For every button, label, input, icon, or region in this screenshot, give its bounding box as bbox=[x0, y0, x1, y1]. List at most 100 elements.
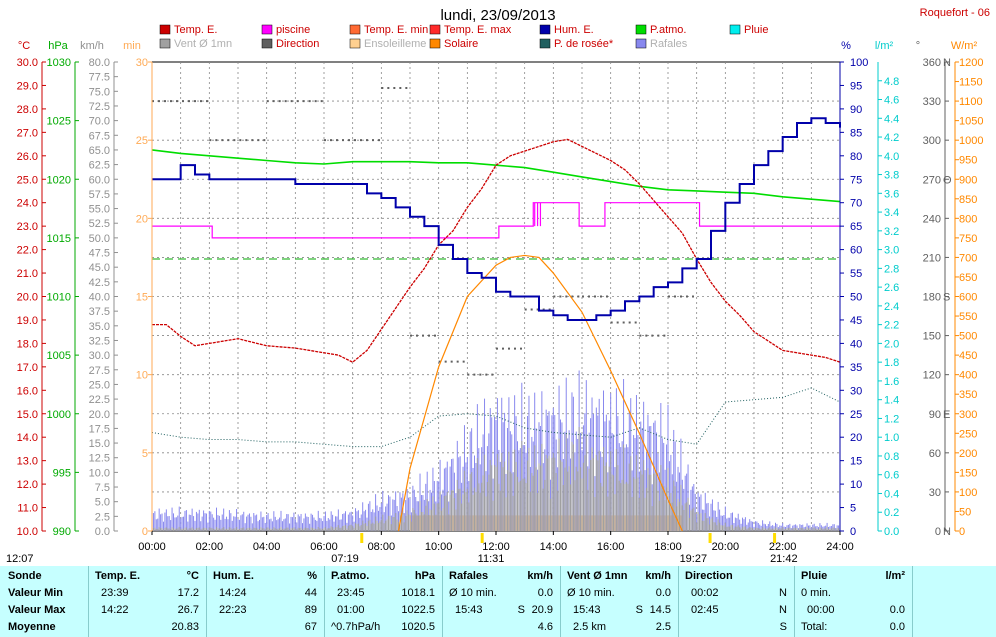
rain-max-time: 00:00 bbox=[807, 604, 835, 616]
rain_lm2-tick-label: 0.6 bbox=[884, 470, 899, 482]
humidity_pct-unit-label: % bbox=[841, 40, 851, 52]
rain_lm2-tick-label: 0.4 bbox=[884, 488, 899, 500]
legend-label: Solaire bbox=[444, 38, 478, 50]
temp_c-tick-label: 17.0 bbox=[17, 362, 38, 374]
legend-label: Temp. E. max bbox=[444, 24, 512, 36]
dir-avg: S bbox=[779, 621, 787, 633]
summary-hum: Hum. E. % 14:24 44 22:23 89 67 bbox=[206, 566, 325, 637]
dir-min: N bbox=[779, 587, 787, 599]
direction-cardinal: S bbox=[943, 292, 950, 304]
humidity_pct-tick-label: 100 bbox=[850, 57, 868, 69]
rain-unit: l/m² bbox=[885, 570, 905, 582]
legend-label: Temp. E. bbox=[174, 24, 217, 36]
wind-avg-label: 2.5 km bbox=[573, 621, 607, 633]
press-min-time: 23:45 bbox=[337, 587, 365, 599]
sun-tick bbox=[360, 533, 364, 543]
x-tick-label: 24:00 bbox=[826, 541, 854, 553]
hum-unit: % bbox=[307, 570, 317, 582]
humidity_pct-tick-label: 40 bbox=[850, 338, 862, 350]
solar_wm2-tick-label: 0 bbox=[959, 526, 965, 538]
pressure_hpa-tick-label: 1025 bbox=[47, 116, 71, 128]
solar_wm2-tick-label: 850 bbox=[959, 194, 977, 206]
rain_lm2-tick-label: 1.4 bbox=[884, 395, 899, 407]
legend-label: piscine bbox=[276, 24, 310, 36]
humidity_pct-tick-label: 0 bbox=[850, 526, 856, 538]
legend-swatch bbox=[429, 38, 441, 49]
wind-series bbox=[151, 426, 840, 531]
summary-rain: Pluie l/m² 0 min. 00:00 0.0 Total: 0.0 bbox=[794, 566, 913, 637]
rain_lm2-tick-label: 4.2 bbox=[884, 132, 899, 144]
hum-max-time: 22:23 bbox=[219, 604, 247, 616]
wind-unit: km/h bbox=[645, 570, 671, 582]
pressure_hpa-unit-label: hPa bbox=[48, 40, 68, 52]
solar_wm2-tick-label: 650 bbox=[959, 272, 977, 284]
summary-spare bbox=[912, 566, 996, 637]
rain-avg: 0.0 bbox=[889, 621, 905, 633]
gust-min: 0.0 bbox=[537, 587, 553, 599]
solar_wm2-tick-label: 350 bbox=[959, 389, 977, 401]
humidity_pct-tick-label: 60 bbox=[850, 245, 862, 257]
x-tick-label: 04:00 bbox=[253, 541, 281, 553]
time-markers: 12:07 07:19 11:31 19:27 21:42 bbox=[6, 533, 798, 565]
dir-min-time: 00:02 bbox=[691, 587, 719, 599]
legend-swatch bbox=[159, 38, 171, 49]
wind-max: 14.5 bbox=[649, 604, 671, 616]
rain_lm2-tick-label: 0.0 bbox=[884, 526, 899, 538]
temp-max: 26.7 bbox=[177, 604, 199, 616]
station-name: Roquefort - 06 bbox=[920, 7, 990, 19]
direction_deg-tick-label: 270 bbox=[923, 174, 941, 186]
wind-max-time: 15:43 bbox=[573, 604, 601, 616]
solar_wm2-tick-label: 700 bbox=[959, 252, 977, 264]
temp_c-tick-label: 16.0 bbox=[17, 385, 38, 397]
pool-temp-line bbox=[152, 202, 840, 239]
rain_lm2-tick-label: 2.6 bbox=[884, 282, 899, 294]
time-marker-sunset: 19:27 bbox=[680, 553, 708, 565]
humidity-line bbox=[152, 117, 841, 321]
humidity_pct-tick-label: 20 bbox=[850, 432, 862, 444]
rain_lm2-tick-label: 0.8 bbox=[884, 451, 899, 463]
wind-title: Vent Ø 1mn bbox=[567, 570, 628, 582]
wind_kmh-tick-label: 50.0 bbox=[89, 233, 110, 245]
time-marker-noon: 11:31 bbox=[478, 553, 505, 565]
direction_deg-unit-label: ° bbox=[916, 40, 920, 52]
legend-label: Rafales bbox=[650, 38, 688, 50]
legend-label: Vent Ø 1mn bbox=[174, 38, 232, 50]
temp-avg: 20.83 bbox=[171, 621, 199, 633]
wind_kmh-tick-label: 35.0 bbox=[89, 321, 110, 333]
humidity_pct-tick-label: 35 bbox=[850, 362, 862, 374]
dir-max: N bbox=[779, 604, 787, 616]
humidity_pct-tick-label: 55 bbox=[850, 268, 862, 280]
temp-min-time: 23:39 bbox=[101, 587, 129, 599]
press-avg-label: ^0.7hPa/h bbox=[331, 621, 381, 633]
wind_kmh-tick-label: 32.5 bbox=[89, 335, 110, 347]
hum-avg: 67 bbox=[304, 621, 317, 633]
time-marker-sunrise: 07:19 bbox=[331, 553, 359, 565]
wind_kmh-tick-label: 75.0 bbox=[89, 86, 110, 98]
rain_lm2-tick-label: 2.0 bbox=[884, 338, 899, 350]
temp_c-tick-label: 27.0 bbox=[17, 127, 38, 139]
solar_wm2-tick-label: 1150 bbox=[959, 77, 983, 89]
legend-swatch bbox=[729, 24, 741, 35]
summary-dir: Direction 00:02 N 02:45 N S bbox=[678, 566, 795, 637]
temp-line bbox=[152, 138, 841, 363]
legend-label: Hum. E. bbox=[554, 24, 594, 36]
gust-min-label: Ø 10 min. bbox=[449, 587, 497, 599]
rain_lm2-tick-label: 4.4 bbox=[884, 113, 899, 125]
wind_kmh-tick-label: 47.5 bbox=[89, 248, 110, 260]
minutes-tick-label: 15 bbox=[136, 292, 148, 304]
direction-cardinal: E bbox=[943, 409, 950, 421]
sun-tick bbox=[773, 533, 777, 543]
minutes-tick-label: 20 bbox=[136, 213, 148, 225]
temp_c-tick-label: 29.0 bbox=[17, 80, 38, 92]
temp_c-tick-label: 20.0 bbox=[17, 292, 38, 304]
solar_wm2-tick-label: 300 bbox=[959, 409, 977, 421]
minutes-tick-label: 25 bbox=[136, 135, 148, 147]
wind_kmh-tick-label: 57.5 bbox=[89, 189, 110, 201]
pressure_hpa-tick-label: 1005 bbox=[47, 350, 71, 362]
x-tick-label: 20:00 bbox=[712, 541, 740, 553]
direction_deg-tick-label: 360 bbox=[923, 57, 941, 69]
x-tick-label: 22:00 bbox=[769, 541, 797, 553]
temp_c-tick-label: 19.0 bbox=[17, 315, 38, 327]
rain_lm2-unit-label: l/m² bbox=[875, 40, 894, 52]
temp_c-tick-label: 10.0 bbox=[17, 526, 38, 538]
